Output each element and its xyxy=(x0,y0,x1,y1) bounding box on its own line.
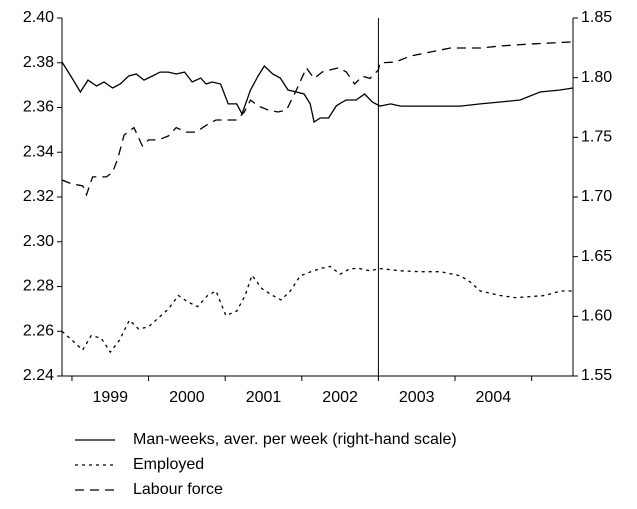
y-tick-label: 2.26 xyxy=(23,322,54,339)
legend-label: Labour force xyxy=(133,481,223,498)
x-tick-label: 2004 xyxy=(476,389,512,406)
legend-label: Employed xyxy=(133,456,204,473)
y2-tick-label: 1.85 xyxy=(581,9,612,26)
y-tick-label: 2.36 xyxy=(23,99,54,116)
y-tick-label: 2.32 xyxy=(23,188,54,205)
x-tick-label: 2003 xyxy=(399,389,435,406)
x-tick-label: 2001 xyxy=(246,389,282,406)
y-tick-label: 2.38 xyxy=(23,54,54,71)
y2-tick-label: 1.80 xyxy=(581,69,612,86)
y-tick-label: 2.34 xyxy=(23,143,54,160)
y2-tick-label: 1.60 xyxy=(581,308,612,325)
y-tick-label: 2.24 xyxy=(23,367,54,384)
y2-tick-label: 1.65 xyxy=(581,248,612,265)
legend-label: Man-weeks, aver. per week (right-hand sc… xyxy=(133,431,457,448)
y2-tick-label: 1.75 xyxy=(581,129,612,146)
y-tick-label: 2.28 xyxy=(23,278,54,295)
x-tick-label: 1999 xyxy=(92,389,128,406)
series-line xyxy=(61,265,573,354)
series-line xyxy=(61,41,574,197)
y2-tick-label: 1.55 xyxy=(581,367,612,384)
series-line xyxy=(61,61,574,124)
y2-tick-label: 1.70 xyxy=(581,188,612,205)
x-tick-label: 2000 xyxy=(169,389,205,406)
y-tick-label: 2.40 xyxy=(23,9,54,26)
y-tick-label: 2.30 xyxy=(23,233,54,250)
x-tick-label: 2002 xyxy=(322,389,358,406)
